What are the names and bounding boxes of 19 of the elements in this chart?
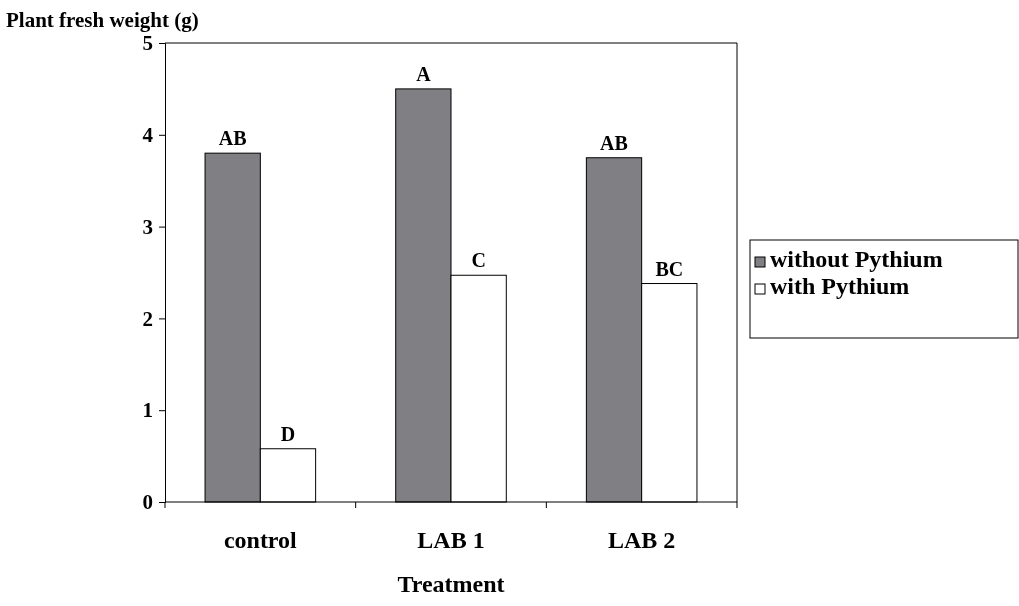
x-tick-label: LAB 1 (417, 527, 485, 553)
legend-label: with Pythium (770, 273, 910, 299)
legend-label: without Pythium (770, 246, 943, 272)
x-axis-title: Treatment (397, 571, 505, 597)
y-tick-label: 5 (142, 31, 153, 56)
annotation: C (471, 249, 486, 272)
y-tick-label: 3 (142, 214, 153, 239)
x-tick-label: control (223, 527, 298, 553)
y-tick-label: 0 (142, 490, 153, 515)
y-axis-title: Plant fresh weight (g) (6, 8, 199, 32)
y-tick-label: 2 (142, 306, 153, 331)
annotation: A (416, 62, 432, 85)
y-tick-label: 1 (142, 398, 153, 423)
y-tick-label: 4 (142, 123, 154, 148)
annotation: D (280, 422, 296, 445)
annotation: BC (655, 257, 684, 280)
annotation: AB (218, 127, 247, 150)
annotation: AB (600, 131, 628, 154)
x-tick-label: LAB 2 (607, 527, 676, 553)
